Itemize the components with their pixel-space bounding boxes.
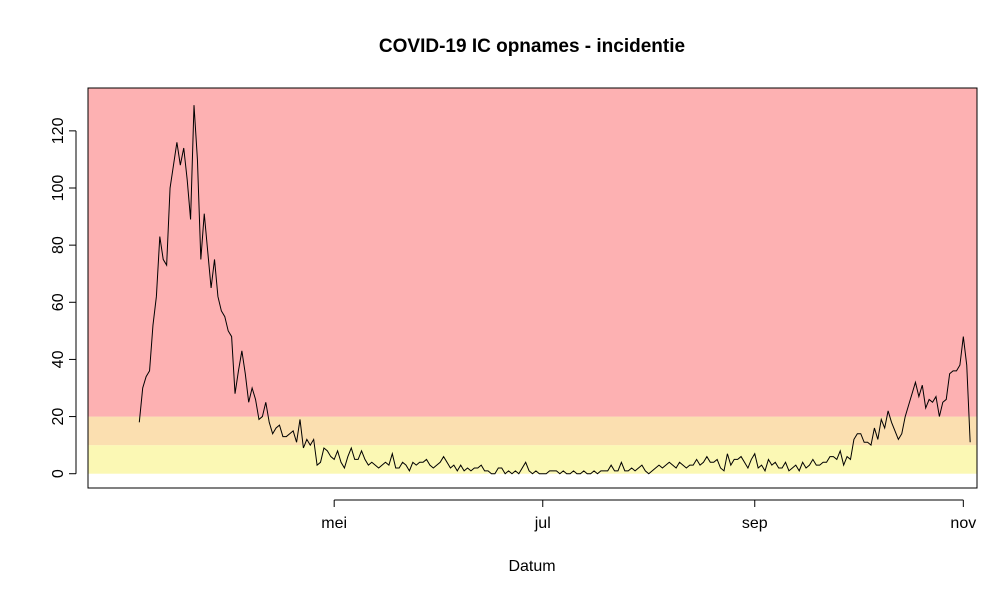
x-tick-label-sep: sep xyxy=(742,515,768,532)
y-tick-label-100: 100 xyxy=(50,175,67,202)
y-tick-label-60: 60 xyxy=(50,293,67,311)
y-axis: 0 20 40 60 80 100 120 xyxy=(50,117,77,478)
y-tick-label-0: 0 xyxy=(50,469,67,478)
threshold-bands xyxy=(88,88,977,474)
y-tick-label-40: 40 xyxy=(50,350,67,368)
band-1 xyxy=(88,416,977,446)
series-line xyxy=(138,105,971,475)
y-tick-label-80: 80 xyxy=(50,236,67,254)
chart-title: COVID-19 IC opnames - incidentie xyxy=(379,36,685,57)
y-tick-label-120: 120 xyxy=(50,117,67,144)
y-tick-label-20: 20 xyxy=(50,408,67,426)
band-2 xyxy=(88,88,977,417)
band-0 xyxy=(88,445,977,474)
x-tick-label-jul: jul xyxy=(534,515,551,532)
x-axis-label: Datum xyxy=(508,558,555,575)
x-tick-label-nov: nov xyxy=(950,515,976,532)
plot-area-border xyxy=(87,87,978,489)
x-axis: mei jul sep nov xyxy=(321,499,976,532)
x-tick-label-mei: mei xyxy=(321,515,347,532)
